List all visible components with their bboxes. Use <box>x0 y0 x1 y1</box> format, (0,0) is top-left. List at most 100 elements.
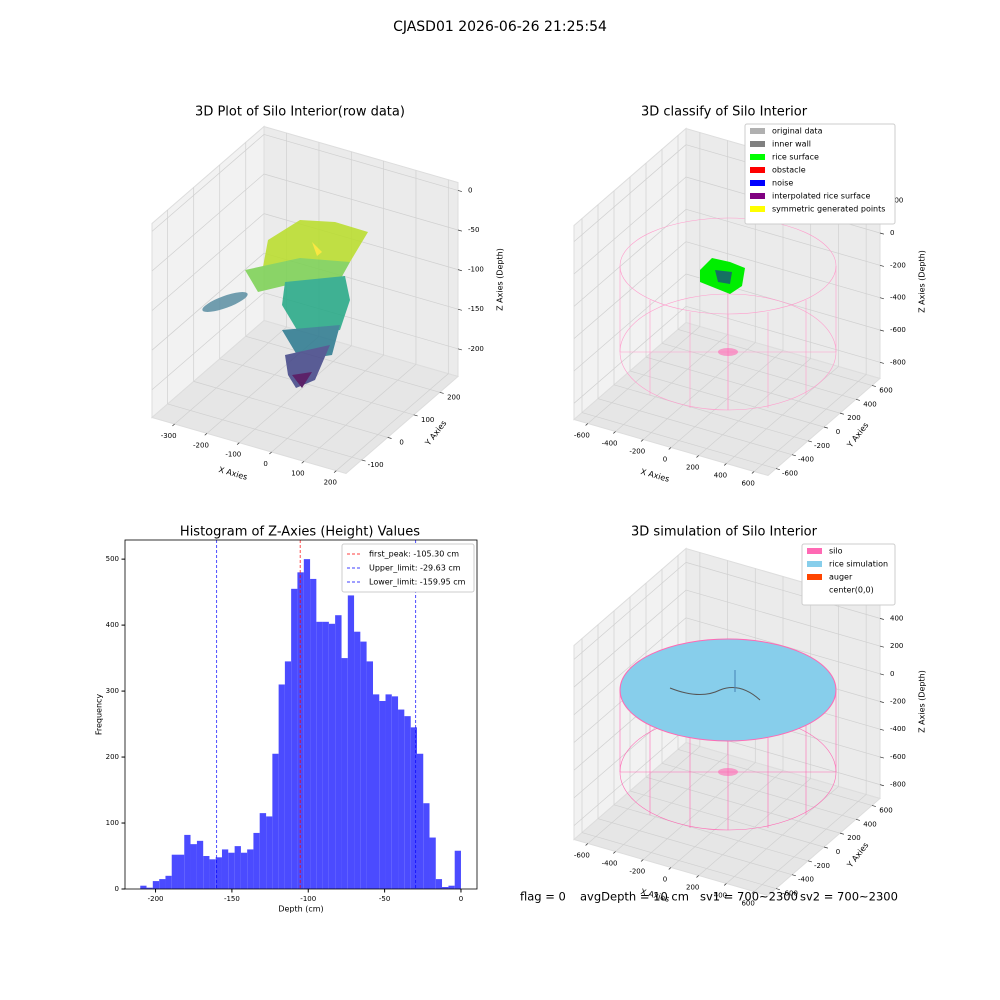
x-tick-label: -400 <box>602 859 618 867</box>
grid-line <box>677 329 873 386</box>
grid-line <box>573 209 687 307</box>
y-tick-label: 400 <box>863 820 876 828</box>
bar <box>322 621 329 889</box>
pane <box>150 319 460 475</box>
x-tick-label: -300 <box>161 432 177 440</box>
bar <box>196 840 204 889</box>
z-axis-label: Z Axies (Depth) <box>917 250 926 313</box>
tick-mark <box>640 439 644 442</box>
bar <box>410 727 417 889</box>
bar <box>297 572 304 889</box>
x-tick-label: 400 <box>714 471 727 479</box>
chart-title: 3D Plot of Silo Interior(row data) <box>195 105 405 120</box>
tick-mark <box>457 229 462 232</box>
bar <box>335 615 342 889</box>
tick-mark <box>640 859 644 862</box>
bar <box>454 850 461 889</box>
tick-mark <box>879 232 884 235</box>
x-tick-label: 400 <box>714 891 727 899</box>
bar <box>347 595 355 889</box>
legend-swatch <box>750 206 765 212</box>
y-tick-label: 100 <box>106 819 119 827</box>
figure-title: CJASD01 2026-06-26 21:25:54 <box>393 19 607 35</box>
tick-mark <box>879 784 884 787</box>
legend-label: rice surface <box>772 153 819 162</box>
grid-line <box>151 252 265 351</box>
tick-mark <box>723 463 727 466</box>
bar <box>366 661 374 889</box>
x-tick-label: -200 <box>193 441 209 449</box>
tick-mark <box>668 867 672 870</box>
bar <box>373 694 380 889</box>
tick-mark <box>413 414 418 417</box>
legend-box <box>801 543 896 606</box>
tick-mark <box>879 265 884 267</box>
tick-mark <box>457 348 462 351</box>
grid-line <box>581 412 777 469</box>
x-tick-label: 0 <box>663 875 667 883</box>
y-tick-label: 600 <box>879 806 892 814</box>
y-tick-label: 200 <box>106 753 119 761</box>
tick-mark <box>236 442 240 445</box>
z-tick-label: -50 <box>468 226 479 234</box>
tick-mark <box>585 843 589 846</box>
bar <box>240 852 248 889</box>
bar <box>146 887 153 889</box>
grid-line <box>685 589 881 647</box>
bar <box>328 623 336 889</box>
tick-mark <box>791 454 796 457</box>
legend-swatch <box>807 587 822 593</box>
bar <box>385 694 392 889</box>
z-tick-label: 200 <box>890 642 903 650</box>
tick-mark <box>855 398 860 401</box>
bar <box>379 700 386 889</box>
grid-line <box>167 403 362 461</box>
z-tick-label: -800 <box>890 358 906 366</box>
bar <box>234 846 241 889</box>
bar <box>272 753 279 889</box>
bar <box>291 588 298 889</box>
y-tick-label: 600 <box>879 386 892 394</box>
y-tick-label: -600 <box>782 470 798 478</box>
tick-mark <box>775 888 780 891</box>
legend-swatch <box>750 141 765 147</box>
tick-mark <box>333 470 337 473</box>
legend-label: symmetric generated points <box>772 205 885 214</box>
bar <box>228 852 235 889</box>
legend-label: obstacle <box>772 166 806 175</box>
tick-mark <box>823 846 828 849</box>
z-tick-label: -400 <box>890 725 906 733</box>
x-tick-label: 0 <box>263 460 267 468</box>
legend-box <box>341 543 475 593</box>
x-tick-label: -100 <box>225 451 241 459</box>
grid-line <box>629 790 825 848</box>
legend-swatch <box>750 180 765 186</box>
tick-mark <box>839 412 844 415</box>
decoration <box>202 217 837 831</box>
chart-title: 3D classify of Silo Interior <box>641 105 808 120</box>
legend-swatch <box>807 561 822 567</box>
y-tick-label: 0 <box>115 885 119 893</box>
y-tick-label: 0 <box>836 848 840 856</box>
y-tick-label: 400 <box>106 621 119 629</box>
legend-label: interpolated rice surface <box>772 192 870 201</box>
bar <box>303 559 311 889</box>
bar <box>221 849 229 889</box>
legend-label: Lower_limit: -159.95 cm <box>369 578 466 587</box>
z-axis-label: Z Axies (Depth) <box>495 248 504 311</box>
bar <box>247 849 254 889</box>
z-tick-label: -400 <box>890 294 906 302</box>
z-axis-label: Z Axies (Depth) <box>917 670 926 733</box>
y-tick-label: -400 <box>798 876 814 884</box>
bar <box>341 658 348 889</box>
bar <box>429 837 436 889</box>
bar <box>159 879 166 889</box>
tick-mark <box>613 851 616 854</box>
chart-title: 3D simulation of Silo Interior <box>631 525 818 540</box>
legend-label: original data <box>772 127 823 136</box>
grid-line <box>573 306 687 404</box>
grid-line <box>573 617 687 716</box>
x-tick-label: -200 <box>148 895 164 903</box>
grid-line <box>573 589 687 688</box>
